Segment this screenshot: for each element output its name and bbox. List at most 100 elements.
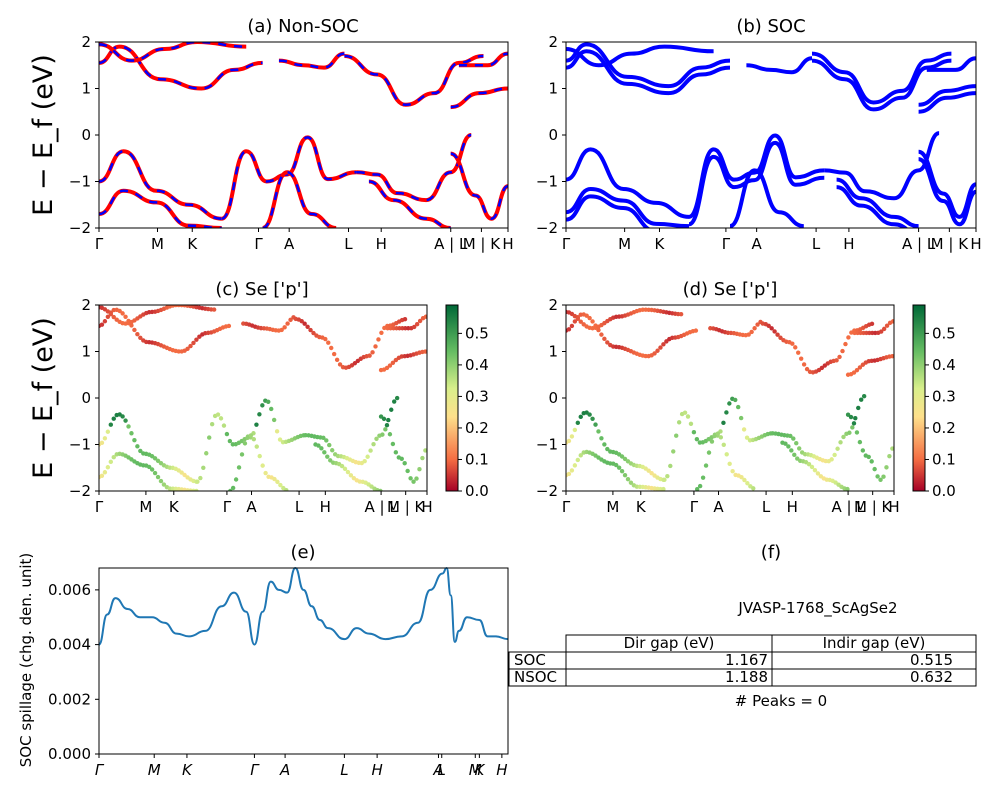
projected-point — [856, 405, 861, 411]
projected-point — [368, 448, 373, 453]
panel-c-ytick-label: 2 — [81, 296, 91, 314]
band-soc-split — [688, 140, 825, 227]
projected-point — [572, 319, 578, 324]
projected-point — [417, 467, 422, 472]
projected-point — [575, 316, 581, 322]
projected-point — [797, 446, 802, 451]
projected-point — [248, 433, 254, 438]
projected-point — [337, 362, 343, 367]
projected-point — [414, 322, 420, 327]
band-nonsoc-blue-dashed — [368, 180, 451, 228]
panel-b-xtick-label: A — [752, 235, 763, 253]
panel-e-xtick-label: Γ — [250, 761, 260, 779]
peaks-count: # Peaks = 0 — [735, 692, 827, 710]
band-soc — [566, 186, 690, 228]
panel-a-title: (a) Non-SOC — [247, 16, 358, 37]
panel-e-ytick-label: 0.006 — [48, 581, 91, 599]
projected-point — [211, 307, 217, 312]
projected-point — [655, 348, 660, 353]
band-nonsoc-blue-dashed — [278, 52, 345, 69]
projected-point — [392, 399, 397, 404]
panel-e-title: (e) — [290, 542, 315, 563]
panel-c-xtick-label: K — [169, 498, 180, 516]
panel-a-ytick-label: 2 — [81, 33, 91, 51]
panel-d-ytick-label: 0 — [548, 389, 558, 407]
colorbar-tick-label: 0.5 — [465, 324, 489, 342]
projected-point — [161, 482, 167, 487]
panel-c-ytick-label: 0 — [81, 389, 91, 407]
projected-point — [837, 354, 842, 360]
panel-e-xtick-label: L — [340, 761, 348, 779]
panel-e-spillage-line — [98, 566, 509, 646]
panel-b-xtick-label: M — [618, 235, 631, 253]
projected-point — [872, 466, 877, 472]
panel-a-xtick-label: L — [344, 235, 353, 253]
projected-point — [733, 397, 738, 403]
projected-point — [374, 436, 379, 441]
projected-point — [302, 321, 307, 326]
panel-f-title: (f) — [761, 542, 781, 563]
projected-point — [812, 467, 818, 473]
projected-point — [378, 488, 383, 491]
projected-point — [566, 471, 572, 477]
projected-point — [661, 486, 666, 491]
projected-point — [596, 429, 601, 434]
projected-point — [342, 466, 348, 472]
panel-a-xtick-label: Γ — [95, 235, 104, 253]
panel-c-xtick-label: H — [421, 498, 432, 516]
band-soc — [729, 168, 805, 228]
projected-point — [386, 417, 391, 423]
projected-point — [841, 434, 846, 440]
projected-point — [769, 326, 774, 331]
projected-point — [319, 446, 324, 451]
projected-point — [727, 461, 732, 466]
projected-point — [367, 353, 372, 358]
colorbar-tick-label: 0.2 — [465, 419, 489, 437]
panel-a-ytick-label: −2 — [69, 219, 91, 237]
projected-point — [138, 448, 143, 454]
projected-point — [857, 365, 863, 370]
projected-point — [322, 450, 327, 455]
band-soc-split — [566, 194, 651, 228]
projected-point — [373, 344, 378, 349]
projected-point — [724, 452, 729, 457]
panel-d-xtick-label: H — [888, 498, 899, 516]
projected-point — [132, 327, 137, 333]
projected-point — [884, 323, 890, 328]
projected-point — [869, 321, 875, 327]
panel-e-xtick-label: M — [469, 761, 482, 779]
projected-point — [755, 322, 760, 327]
projected-point — [376, 337, 381, 342]
projected-point — [263, 470, 268, 476]
projected-point — [325, 454, 330, 459]
panel-e-xtick-label: M — [148, 761, 161, 779]
colorbar-tick-label: 0.1 — [932, 450, 956, 468]
projected-point — [417, 318, 423, 324]
projected-point — [105, 314, 111, 319]
projected-point — [299, 318, 304, 324]
panel-a-bands — [99, 42, 508, 228]
band-soc — [836, 177, 919, 228]
panel-b-xtick-label: K — [655, 235, 666, 253]
projected-point — [352, 361, 358, 366]
projected-point — [275, 479, 280, 485]
band-soc — [918, 91, 976, 114]
band-nonsoc-red — [99, 44, 263, 91]
panel-d-xtick-label: Γ — [690, 498, 699, 516]
projected-point — [745, 481, 750, 486]
panel-e-ylabel: SOC spillage (chg. den. unit) — [17, 553, 35, 768]
projected-point — [709, 439, 715, 444]
projected-point — [599, 436, 604, 441]
projected-point — [102, 319, 108, 324]
projected-point — [285, 321, 290, 326]
projected-point — [838, 440, 843, 445]
panel-e-xtick-label: A — [279, 761, 290, 779]
projected-point — [605, 340, 610, 345]
band-soc-split — [918, 84, 976, 107]
projected-point — [387, 432, 393, 437]
projected-point — [840, 348, 845, 354]
projected-point — [198, 475, 203, 481]
panel-e-xtick-label: K — [474, 761, 485, 779]
projected-point — [224, 431, 230, 437]
panel-b-xtick-label: Γ — [722, 235, 731, 253]
